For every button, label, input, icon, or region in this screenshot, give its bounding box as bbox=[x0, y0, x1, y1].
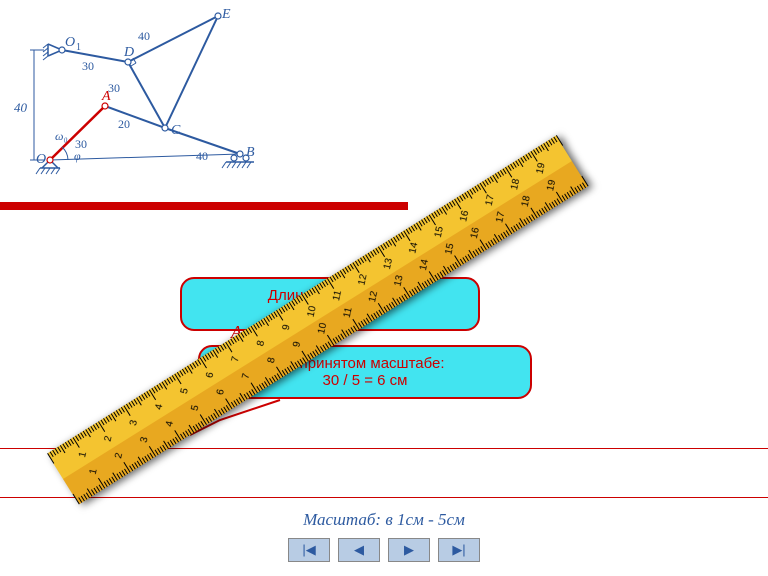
nav-first-button[interactable]: |◀ bbox=[288, 538, 330, 562]
separator-bar bbox=[0, 202, 408, 210]
svg-text:ω₀: ω₀ bbox=[55, 129, 68, 143]
schematic-diagram: OO1ABCDE302040303040ω₀φ bbox=[0, 0, 300, 190]
svg-text:30: 30 bbox=[108, 81, 120, 95]
svg-text:1: 1 bbox=[76, 42, 81, 53]
svg-text:C: C bbox=[171, 123, 181, 138]
separator-line-3 bbox=[0, 497, 768, 498]
svg-text:O: O bbox=[36, 152, 46, 167]
nav-next-button[interactable]: ▶ bbox=[388, 538, 430, 562]
nav-prev-button[interactable]: ◀ bbox=[338, 538, 380, 562]
svg-text:20: 20 bbox=[118, 117, 130, 131]
svg-text:B: B bbox=[246, 145, 255, 160]
svg-text:30: 30 bbox=[82, 59, 94, 73]
svg-text:D: D bbox=[123, 45, 134, 60]
scale-text: Масштаб: в 1см - 5см bbox=[0, 510, 768, 530]
svg-text:40: 40 bbox=[196, 149, 208, 163]
dim-40-left: 40 bbox=[14, 100, 27, 116]
svg-text:O: O bbox=[65, 35, 75, 50]
svg-text:E: E bbox=[221, 7, 231, 22]
svg-text:40: 40 bbox=[138, 29, 150, 43]
svg-text:φ: φ bbox=[74, 149, 81, 163]
nav-last-button[interactable]: ▶| bbox=[438, 538, 480, 562]
nav-controls: |◀ ◀ ▶ ▶| bbox=[0, 538, 768, 562]
ruler: 1122334455667788991010111112121313141415… bbox=[47, 136, 588, 505]
